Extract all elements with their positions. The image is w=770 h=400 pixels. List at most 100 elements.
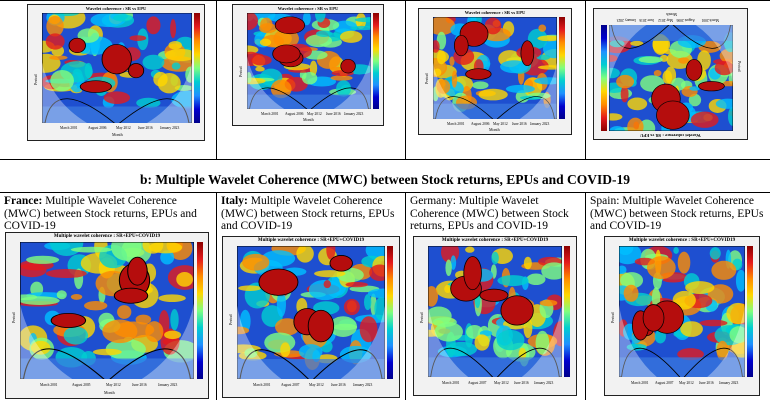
- cone-shade-right: [707, 304, 745, 377]
- coherence-blob: [176, 272, 193, 287]
- low-frequency-band: [42, 106, 192, 123]
- coherence-blob: [619, 265, 627, 275]
- wavelet-coherence-figure-2: Wavelet coherence : SR vs EPU Period Mar…: [232, 4, 384, 126]
- coherence-blob: [50, 69, 74, 92]
- coherence-blob: [678, 57, 690, 64]
- significance-region: [500, 295, 534, 326]
- coherence-blob: [259, 38, 272, 47]
- significance-region: [465, 68, 492, 80]
- coherence-blob: [709, 247, 721, 260]
- significance-region: [274, 16, 306, 35]
- coherence-blob: [444, 284, 452, 294]
- coherence-blob: [434, 321, 463, 342]
- coherence-blob: [623, 284, 639, 302]
- x-tick-label: August 2007: [281, 383, 300, 387]
- heatmap-svg: [20, 242, 194, 379]
- x-tick-label: March 2001: [447, 122, 465, 126]
- cone-of-influence: [619, 246, 745, 377]
- low-frequency-band: [247, 94, 371, 109]
- significance-region: [113, 287, 149, 304]
- coherence-blob: [538, 65, 557, 70]
- x-axis-label: Month: [112, 132, 123, 137]
- caption-germany: Germany: Multiple Wavelet Coherence (MWC…: [410, 195, 582, 233]
- x-tick-label: March 2001: [631, 381, 649, 385]
- coherence-blob: [185, 66, 192, 83]
- plot-title: Wavelet coherence : SR vs EPU: [85, 6, 147, 11]
- coherence-blob: [433, 40, 440, 53]
- significance-region: [520, 40, 535, 67]
- x-tick-label: August 2006: [471, 122, 490, 126]
- coherence-blob: [298, 344, 323, 360]
- coherence-blob: [63, 326, 89, 345]
- cone-of-influence: [247, 13, 371, 109]
- x-tick-label: January 2023: [158, 383, 178, 387]
- x-tick-label: March 2001: [40, 383, 58, 387]
- x-tick-label: June 2016: [331, 383, 346, 387]
- coherence-blob: [363, 294, 372, 311]
- coherence-blob: [534, 77, 557, 85]
- y-axis-label: Period: [238, 66, 243, 77]
- table-row-divider-1: [0, 159, 770, 160]
- coherence-blob: [250, 55, 272, 66]
- significance-region: [272, 44, 301, 64]
- coherence-blob: [314, 13, 326, 23]
- x-tick-label: May 2012: [307, 112, 322, 116]
- x-tick-label: May 2012: [116, 126, 131, 130]
- coherence-blob: [117, 305, 132, 319]
- cone-of-influence: [20, 242, 194, 379]
- coherence-heatmap: [619, 246, 745, 377]
- coherence-blob: [26, 255, 60, 264]
- coherence-blob: [171, 62, 181, 70]
- colorbar: [194, 13, 200, 123]
- significance-region: [50, 312, 87, 329]
- low-frequency-band: [237, 359, 385, 379]
- x-tick-label: June 2016: [132, 383, 147, 387]
- y-axis-label: Period: [610, 312, 615, 323]
- coherence-blob: [103, 91, 131, 104]
- coherence-blob: [146, 16, 161, 35]
- coherence-blob: [84, 301, 108, 311]
- caption-text: Multiple Wavelet Coherence (MWC) between…: [221, 195, 395, 232]
- cone-shade-right: [519, 62, 557, 119]
- coherence-blob: [20, 296, 60, 306]
- significance-region: [127, 63, 145, 79]
- cone-shade-right: [340, 305, 385, 379]
- coherence-blob: [690, 111, 719, 128]
- coherence-blob: [707, 284, 734, 304]
- colorbar: [564, 246, 570, 377]
- coherence-blob: [729, 326, 745, 344]
- coherence-blob: [542, 39, 557, 59]
- plot-title: Multiple wavelet coherence : SR+EPU+COVI…: [53, 234, 161, 239]
- x-tick-label: January 2023: [719, 381, 739, 385]
- coherence-blob: [359, 316, 378, 343]
- wavelet-coherence-figure-3: Wavelet coherence : SR vs EPU Period Mar…: [418, 8, 572, 135]
- coherence-blob: [538, 24, 547, 32]
- x-tick-label: August 2005: [72, 383, 91, 387]
- coherence-blob: [374, 297, 385, 321]
- multiple-wavelet-coherence-spain: Multiple wavelet coherence : SR+EPU+COVI…: [604, 236, 760, 396]
- coherence-blob: [280, 342, 291, 358]
- heatmap-svg: [433, 17, 557, 119]
- coherence-blob: [500, 60, 529, 74]
- x-tick-label: May 2012: [494, 381, 509, 385]
- coherence-blob: [316, 30, 333, 37]
- coherence-blob: [323, 280, 331, 289]
- caption-text: Multiple Wavelet Coherence (MWC) between…: [410, 195, 569, 232]
- coherence-blob: [620, 85, 629, 103]
- colorbar: [373, 13, 379, 109]
- cone-of-influence: [237, 246, 385, 379]
- coherence-blob: [450, 255, 457, 270]
- coherence-blob: [340, 30, 363, 43]
- x-tick-label: January 2023: [534, 381, 554, 385]
- y-axis-label: Period: [737, 61, 742, 72]
- coherence-blob: [620, 272, 644, 289]
- coherence-blob: [711, 260, 737, 280]
- coherence-blob: [56, 290, 67, 300]
- plot-title: Wavelet coherence : SR vs EPU: [640, 133, 701, 138]
- coherence-blob: [627, 117, 644, 131]
- coherence-blob: [677, 348, 704, 361]
- cone-of-influence: [433, 17, 557, 119]
- table-col-divider-3: [585, 0, 586, 159]
- coherence-blob: [436, 50, 446, 65]
- country-label: Italy:: [221, 195, 248, 207]
